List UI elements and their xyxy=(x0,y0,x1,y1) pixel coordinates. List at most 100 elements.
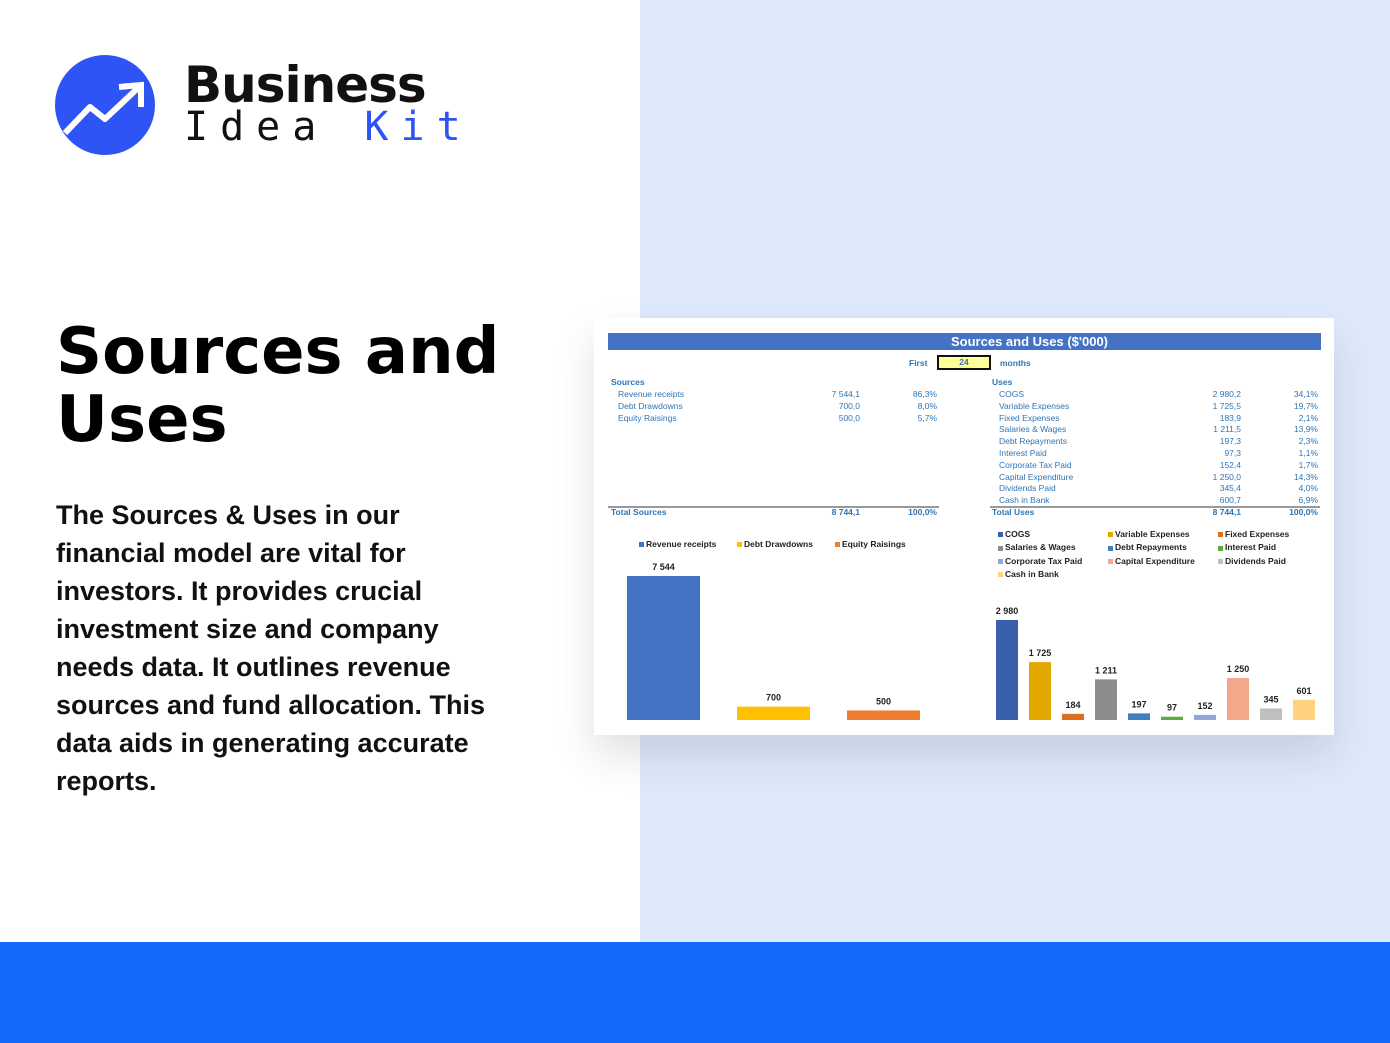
data-label: 184 xyxy=(1065,700,1080,710)
sources-uses-sheet: Sources and Uses ($'000) First 24 months… xyxy=(594,318,1334,735)
logo-idea-kit: Idea Kit xyxy=(184,104,473,150)
use-label: Variable Expenses xyxy=(999,400,1070,411)
data-label: 601 xyxy=(1296,686,1311,696)
sheet-title: Sources and Uses ($'000) xyxy=(608,333,1321,350)
charts: 7 544 700 500 2 980 1 725 184 1 211 197 97 152 1 2… xyxy=(627,562,1315,720)
source-value: 700,0 xyxy=(838,400,860,411)
data-label: 345 xyxy=(1263,694,1278,704)
bar xyxy=(1194,714,1216,720)
use-label: Salaries & Wages xyxy=(999,424,1067,435)
legend-label: Salaries & Wages xyxy=(1005,542,1076,553)
use-label: Interest Paid xyxy=(999,448,1047,458)
legend-label: Equity Raisings xyxy=(842,539,906,549)
total-sources-pct: 100,0% xyxy=(908,507,937,517)
total-sources-label: Total Sources xyxy=(611,507,667,517)
bar xyxy=(1062,713,1084,720)
data-label: 500 xyxy=(876,696,891,706)
use-label: Fixed Expenses xyxy=(999,412,1060,423)
source-pct: 8,0% xyxy=(917,400,937,411)
bar xyxy=(847,710,920,720)
legend-item: Fixed Expenses xyxy=(1218,529,1289,539)
source-label: Equity Raisings xyxy=(618,412,677,423)
legend-item: COGS xyxy=(998,529,1030,539)
total-uses-label: Total Uses xyxy=(992,507,1035,517)
data-label: 197 xyxy=(1131,699,1146,709)
legend-item: Equity Raisings xyxy=(835,539,906,549)
legend-label: Revenue receipts xyxy=(646,539,717,549)
source-label: Revenue receipts xyxy=(618,389,685,399)
use-pct: 6,9% xyxy=(1298,495,1318,506)
source-value: 500,0 xyxy=(838,412,860,423)
bar xyxy=(1260,708,1282,720)
use-pct: 4,0% xyxy=(1298,483,1318,494)
source-value: 7 544,1 xyxy=(831,389,860,399)
bar xyxy=(1095,679,1117,720)
use-pct: 2,1% xyxy=(1298,412,1318,423)
period-input[interactable]: 24 xyxy=(937,355,991,370)
legend-label: Debt Drawdowns xyxy=(744,539,813,549)
legend-item: Revenue receipts xyxy=(639,539,716,549)
use-pct: 1,1% xyxy=(1298,448,1318,458)
source-pct: 5,7% xyxy=(917,412,937,423)
legend-label: Corporate Tax Paid xyxy=(1005,555,1083,566)
data-label: 1 250 xyxy=(1227,664,1250,674)
data-label: 2 980 xyxy=(996,606,1019,616)
legend-item: Corporate Tax Paid xyxy=(998,556,1082,566)
use-value: 197,3 xyxy=(1219,436,1241,447)
use-value: 97,3 xyxy=(1224,448,1241,458)
legend-item: Salaries & Wages xyxy=(998,542,1076,552)
legend-label: Debt Repayments xyxy=(1115,542,1187,553)
period-suffix: months xyxy=(1000,358,1031,368)
use-label: Debt Repayments xyxy=(999,436,1068,447)
bar xyxy=(1293,699,1315,720)
bar xyxy=(1161,716,1183,720)
logo-idea: Idea xyxy=(184,104,329,150)
legend-label: COGS xyxy=(1005,529,1031,539)
use-label: COGS xyxy=(999,389,1025,399)
use-value: 2 980,2 xyxy=(1212,389,1241,399)
bar xyxy=(1227,678,1249,720)
total-uses-pct: 100,0% xyxy=(1289,507,1318,517)
bar xyxy=(996,620,1018,720)
use-value: 600,7 xyxy=(1219,495,1241,506)
legend-label: Interest Paid xyxy=(1225,542,1277,553)
use-value: 183,9 xyxy=(1219,412,1241,423)
use-label: Corporate Tax Paid xyxy=(999,459,1072,470)
source-label: Debt Drawdowns xyxy=(618,400,683,411)
data-label: 1 211 xyxy=(1095,665,1117,675)
bar xyxy=(1029,662,1051,720)
uses-heading: Uses xyxy=(992,377,1013,387)
legend-item: Variable Expenses xyxy=(1108,529,1190,539)
use-value: 152,4 xyxy=(1219,459,1241,470)
period-prefix: First xyxy=(909,358,928,368)
use-pct: 1,7% xyxy=(1298,459,1318,470)
data-label: 1 725 xyxy=(1029,648,1052,658)
legend-label: Dividends Paid xyxy=(1225,555,1286,566)
legend-item: Debt Drawdowns xyxy=(737,539,813,549)
use-label: Capital Expenditure xyxy=(999,471,1074,482)
use-value: 1 250,0 xyxy=(1212,471,1241,482)
total-uses-value: 8 744,1 xyxy=(1212,507,1241,517)
bar xyxy=(1128,713,1150,720)
bar xyxy=(737,706,810,720)
description: The Sources & Uses in our financial mode… xyxy=(56,500,486,796)
legend-item: Cash in Bank xyxy=(998,569,1059,579)
use-pct: 2,3% xyxy=(1298,436,1318,447)
total-sources-value: 8 744,1 xyxy=(831,507,860,517)
use-pct: 19,7% xyxy=(1293,400,1318,411)
use-label: Cash in Bank xyxy=(999,495,1050,506)
legend-label: Capital Expenditure xyxy=(1115,555,1195,566)
use-value: 1 211,5 xyxy=(1213,424,1241,435)
data-label: 700 xyxy=(766,693,781,703)
use-value: 345,4 xyxy=(1219,483,1241,494)
logo-trend-icon xyxy=(55,55,155,155)
use-label: Dividends Paid xyxy=(999,483,1056,494)
data-label: 152 xyxy=(1197,701,1212,711)
legend-item: Debt Repayments xyxy=(1108,542,1187,552)
logo-business: Business xyxy=(184,56,427,114)
legend-item: Interest Paid xyxy=(1218,542,1276,552)
data-label: 97 xyxy=(1167,703,1177,713)
sources-heading: Sources xyxy=(611,377,645,387)
data-label: 7 544 xyxy=(652,562,675,572)
legend-label: Variable Expenses xyxy=(1115,529,1190,539)
